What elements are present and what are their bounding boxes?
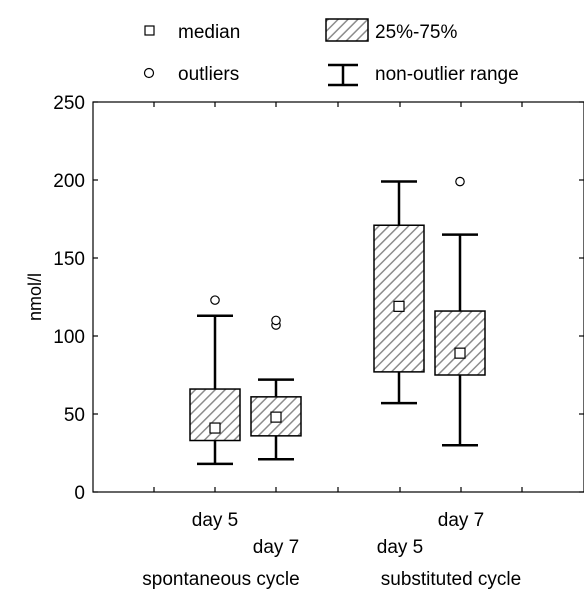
boxes: [189, 176, 486, 466]
x-axis-label: day 5: [377, 537, 423, 558]
y-axis-ticks: 0 50 100 150 200 250: [53, 93, 584, 504]
outlier-point: [271, 315, 281, 326]
box-3: [373, 180, 425, 405]
outlier-point: [210, 295, 220, 305]
box-4: [434, 176, 486, 447]
median-marker: [270, 411, 282, 423]
iqr-box: [434, 310, 486, 376]
y-tick-label: 50: [64, 405, 85, 426]
legend-median-marker: [144, 25, 155, 36]
x-axis-ticks: [153, 102, 523, 492]
y-tick-label: 0: [74, 483, 85, 504]
legend-whisker-marker: [328, 63, 358, 87]
y-tick-label: 100: [53, 327, 85, 348]
x-axis-label: spontaneous cycle: [142, 569, 299, 590]
x-axis-label: day 7: [253, 537, 299, 558]
legend-outliers-label: outliers: [178, 64, 239, 85]
x-axis-label: substituted cycle: [381, 569, 521, 590]
iqr-box: [373, 224, 425, 373]
plot-area: [92, 101, 584, 493]
x-axis-label: day 5: [192, 510, 238, 531]
box-1: [189, 295, 241, 466]
outlier-point: [455, 176, 465, 187]
y-tick-label: 200: [53, 171, 85, 192]
legend-outlier-marker: [143, 67, 155, 79]
median-marker: [454, 347, 466, 359]
legend-median-label: median: [178, 22, 240, 43]
x-axis-label: day 7: [438, 510, 484, 531]
y-tick-label: 150: [53, 249, 85, 270]
legend: median 25%-75% outliers non-outlier rang…: [143, 18, 519, 87]
legend-non-outlier-label: non-outlier range: [375, 64, 519, 85]
box-2: [250, 315, 302, 461]
median-marker: [209, 422, 221, 434]
legend-box-marker: [325, 18, 369, 42]
median-marker: [393, 300, 405, 312]
y-axis-label: nmol/l: [25, 273, 45, 321]
legend-range-label: 25%-75%: [375, 22, 457, 43]
y-tick-label: 250: [53, 93, 85, 114]
x-axis-labels: day 5 day 7 day 7 day 5 spontaneous cycle sub…: [142, 510, 521, 590]
